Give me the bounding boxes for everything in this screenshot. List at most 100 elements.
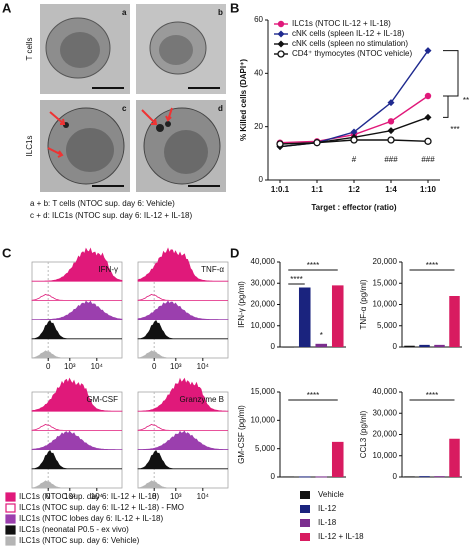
x-tick-label: 0 bbox=[46, 492, 51, 501]
histogram bbox=[31, 377, 123, 412]
y-axis-label: % Killed cells (DAPI⁺) bbox=[239, 59, 248, 141]
annotation: ** bbox=[463, 96, 469, 105]
caption: a + b: T cells (NTOC sup. day 6: Vehicle… bbox=[30, 199, 175, 208]
marker bbox=[424, 113, 432, 121]
y-tick-label: 40,000 bbox=[251, 257, 276, 266]
x-tick-label: 1:0.1 bbox=[271, 185, 290, 194]
bar bbox=[419, 476, 430, 478]
y-tick-label: 20,000 bbox=[373, 257, 398, 266]
bar bbox=[315, 476, 328, 478]
legend-label: IL-12 bbox=[318, 504, 337, 513]
annotation: # bbox=[352, 155, 357, 164]
marker bbox=[313, 139, 321, 147]
arrow bbox=[47, 147, 64, 158]
micrographs bbox=[40, 4, 226, 192]
y-tick-label: 0 bbox=[271, 472, 276, 481]
histogram bbox=[137, 450, 228, 470]
marker bbox=[424, 47, 432, 55]
marker bbox=[424, 92, 432, 100]
bar bbox=[404, 345, 415, 347]
histogram bbox=[137, 247, 229, 282]
histogram bbox=[31, 430, 123, 450]
annotation: **** bbox=[426, 391, 438, 400]
y-axis-label: GM-CSF (pg/ml) bbox=[237, 405, 246, 464]
legend-label: Vehicle bbox=[318, 490, 344, 499]
y-tick-label: 10,000 bbox=[251, 415, 276, 424]
histogram bbox=[31, 480, 122, 489]
y-tick-label: 30,000 bbox=[373, 408, 398, 417]
image-label: d bbox=[218, 104, 223, 113]
bar bbox=[298, 476, 311, 478]
y-tick-label: 5,000 bbox=[255, 444, 276, 453]
bar bbox=[282, 476, 295, 478]
legend-swatch bbox=[5, 525, 16, 535]
legend-swatch bbox=[300, 505, 310, 513]
legend-swatch bbox=[5, 536, 16, 546]
bar bbox=[434, 344, 445, 347]
panel-label: C bbox=[2, 245, 12, 260]
marker bbox=[387, 136, 395, 144]
annotation: * bbox=[320, 331, 323, 340]
histogram bbox=[31, 423, 122, 431]
histogram bbox=[137, 430, 229, 450]
marker-label: Granzyme B bbox=[180, 395, 224, 404]
legend-label: IL-18 bbox=[318, 518, 337, 527]
y-tick-label: 30,000 bbox=[251, 278, 276, 287]
bar bbox=[449, 438, 460, 477]
nucleus bbox=[164, 130, 208, 174]
annotation: *** bbox=[450, 125, 459, 134]
marker bbox=[277, 30, 285, 38]
x-axis-label: Target : effector (ratio) bbox=[311, 203, 397, 212]
marker bbox=[387, 99, 395, 107]
image-label: c bbox=[122, 104, 127, 113]
marker bbox=[387, 118, 395, 125]
histogram bbox=[137, 350, 228, 359]
annotation: ### bbox=[421, 155, 435, 164]
x-tick-label: 1:10 bbox=[420, 185, 437, 194]
x-tick-label: 10³ bbox=[170, 492, 182, 501]
histogram bbox=[31, 293, 122, 301]
x-tick-label: 1:2 bbox=[348, 185, 360, 194]
bar bbox=[331, 285, 344, 347]
marker bbox=[350, 128, 358, 136]
y-tick-label: 60 bbox=[254, 15, 263, 24]
nucleus bbox=[159, 35, 193, 65]
y-axis-label: TNF-α (pg/ml) bbox=[359, 279, 368, 329]
legend-swatch bbox=[5, 514, 16, 524]
legend-swatch bbox=[300, 491, 310, 499]
marker bbox=[277, 20, 285, 28]
y-tick-label: 10,000 bbox=[373, 300, 398, 309]
bar bbox=[449, 296, 460, 347]
nucleus bbox=[60, 32, 100, 68]
histogram bbox=[137, 293, 228, 301]
y-tick-label: 15,000 bbox=[251, 387, 276, 396]
x-tick-label: 10³ bbox=[64, 362, 76, 371]
legend-label: ILC1s (NTOC sup. day 6: IL-12 + IL-18) -… bbox=[19, 503, 184, 512]
annotation: ### bbox=[384, 155, 398, 164]
marker bbox=[276, 140, 284, 148]
y-tick-label: 20,000 bbox=[373, 430, 398, 439]
bar bbox=[298, 287, 311, 347]
bracket bbox=[443, 95, 449, 118]
legend-swatch bbox=[300, 533, 310, 541]
annotation: **** bbox=[307, 261, 319, 270]
x-tick-label: 0 bbox=[46, 362, 51, 371]
y-tick-label: 40 bbox=[254, 68, 263, 77]
marker bbox=[277, 40, 285, 48]
y-tick-label: 20,000 bbox=[251, 300, 276, 309]
bar bbox=[404, 476, 415, 478]
y-tick-label: 20 bbox=[254, 122, 263, 131]
y-tick-label: 5,000 bbox=[377, 321, 398, 330]
marker bbox=[424, 137, 432, 145]
marker bbox=[387, 127, 395, 135]
legend-label: cNK cells (spleen no stimulation) bbox=[292, 39, 408, 48]
histogram bbox=[137, 480, 228, 489]
y-tick-label: 0 bbox=[259, 175, 264, 184]
x-tick-label: 10⁴ bbox=[91, 492, 104, 501]
granule bbox=[165, 121, 171, 127]
legend-swatch bbox=[5, 503, 16, 513]
bar bbox=[282, 346, 295, 348]
legend-swatch bbox=[5, 492, 16, 502]
y-tick-label: 15,000 bbox=[373, 278, 398, 287]
